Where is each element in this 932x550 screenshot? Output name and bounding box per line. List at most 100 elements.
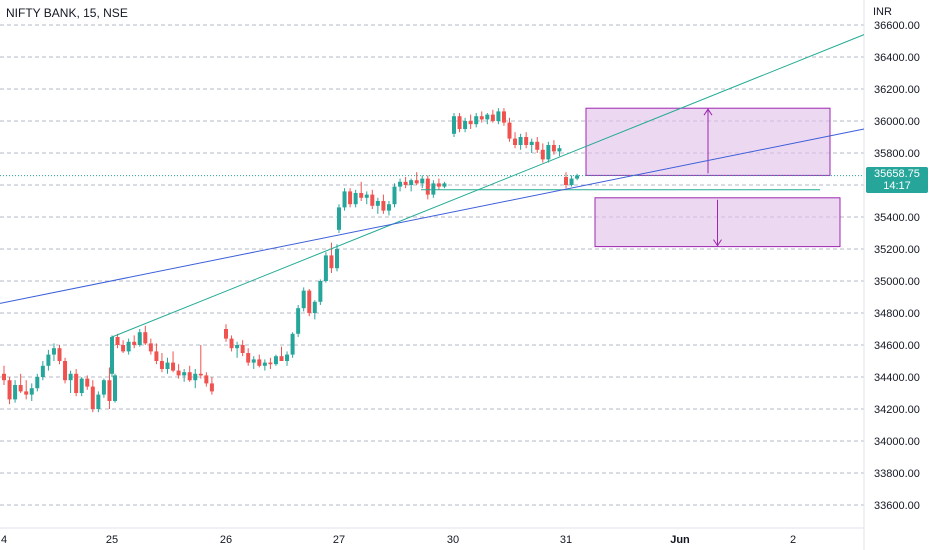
candle-body	[107, 380, 112, 401]
candle	[143, 325, 148, 345]
candle	[229, 335, 234, 352]
x-tick-label: Jun	[670, 534, 690, 546]
candle	[557, 145, 562, 157]
candle	[148, 338, 153, 355]
candle	[420, 175, 425, 189]
x-tick-label: 27	[333, 534, 345, 546]
candle	[7, 377, 12, 405]
candle	[137, 329, 142, 347]
candle	[68, 370, 73, 393]
candle-body	[359, 193, 364, 198]
candle-body	[90, 386, 95, 409]
candle	[257, 354, 262, 368]
candle-body	[524, 137, 529, 145]
currency-label: INR	[873, 6, 892, 18]
candle-body	[485, 114, 490, 120]
candle-body	[414, 180, 419, 184]
candle-body	[101, 380, 106, 395]
candle	[187, 365, 192, 382]
candle-body	[2, 373, 6, 381]
candle	[353, 189, 358, 208]
candle-body	[198, 373, 203, 376]
candle-body	[457, 116, 462, 129]
candle	[301, 287, 306, 312]
candle-body	[529, 141, 534, 145]
candle	[529, 138, 534, 153]
candle-body	[535, 141, 540, 150]
y-tick-label: 36200.00	[874, 84, 920, 96]
x-tick-label: 31	[560, 534, 572, 546]
candle	[198, 345, 203, 379]
candle	[193, 369, 198, 389]
x-tick-label: 4	[1, 534, 7, 546]
candle-body	[403, 181, 408, 185]
candle	[490, 109, 495, 123]
candle	[436, 178, 441, 190]
candle-body	[431, 183, 436, 195]
candle-body	[29, 388, 34, 395]
candle-body	[176, 370, 181, 376]
candle-body	[335, 249, 339, 269]
candle-body	[240, 345, 245, 353]
candle-body	[148, 343, 153, 352]
candle-body	[474, 116, 479, 125]
candle-body	[85, 378, 90, 387]
candle	[110, 335, 114, 377]
candle-body	[557, 148, 562, 152]
candle	[51, 343, 56, 361]
candle-body	[154, 351, 159, 361]
candle-body	[490, 114, 495, 121]
candle	[279, 346, 284, 361]
candle-body	[113, 375, 117, 401]
candle	[386, 201, 391, 216]
candle	[209, 377, 214, 395]
candle-body	[121, 345, 126, 352]
candle-body	[182, 372, 187, 376]
green-trendline	[111, 34, 865, 338]
candle-body	[409, 180, 414, 185]
candle-body	[115, 337, 120, 345]
candle-body	[257, 359, 262, 366]
last-price-value: 35658.75	[874, 168, 920, 180]
candle-body	[398, 181, 403, 187]
candle-body	[46, 354, 51, 366]
candle-body	[540, 149, 545, 160]
candle-body	[312, 301, 317, 313]
candle	[246, 348, 251, 366]
candle-body	[187, 372, 192, 381]
candle	[115, 333, 120, 349]
candle	[507, 117, 512, 142]
candle-body	[337, 207, 341, 230]
candle	[318, 279, 323, 305]
candle-body	[159, 361, 164, 369]
candle-body	[262, 362, 267, 366]
candle-body	[279, 356, 284, 361]
candle-body	[468, 121, 473, 125]
candle-body	[290, 333, 295, 355]
candle	[546, 141, 551, 163]
candle-body	[420, 178, 425, 184]
candle-body	[171, 362, 176, 371]
candle	[290, 332, 295, 358]
y-tick-label: 35400.00	[874, 212, 920, 224]
candle	[501, 108, 506, 126]
candle-body	[235, 345, 240, 349]
candle	[96, 391, 101, 413]
candle	[564, 172, 568, 189]
candle	[2, 365, 6, 385]
y-tick-label: 36400.00	[874, 52, 920, 64]
candle	[496, 108, 501, 125]
candle	[268, 357, 273, 369]
candle	[165, 357, 170, 374]
candle	[307, 289, 312, 317]
y-tick-label: 33600.00	[874, 500, 920, 512]
candle-body	[24, 391, 29, 395]
candle	[540, 143, 545, 163]
candle	[370, 189, 375, 209]
candle	[57, 345, 62, 365]
candle	[296, 305, 301, 337]
candle	[431, 180, 436, 198]
candle-body	[381, 201, 386, 211]
x-tick-label: 25	[106, 534, 118, 546]
